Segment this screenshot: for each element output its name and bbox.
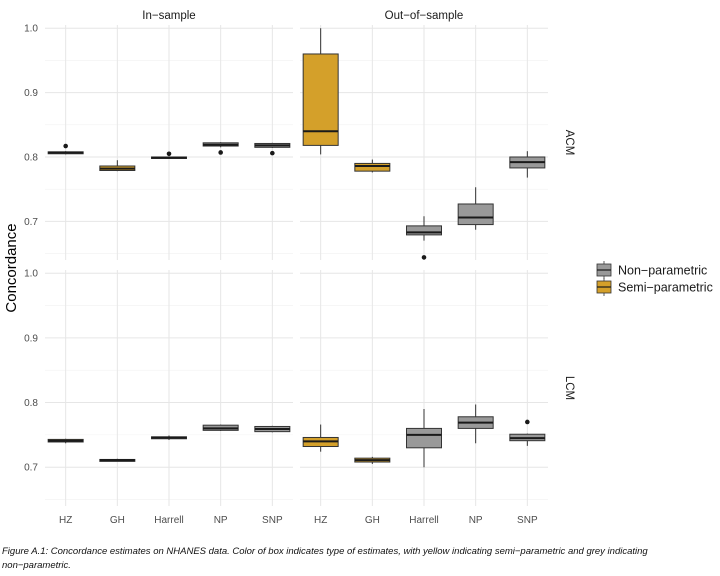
y-tick-label: 0.9 [24, 333, 38, 344]
x-tick-label: HZ [314, 515, 327, 526]
x-tick-label: GH [365, 515, 380, 526]
facet-row-title: ACM [563, 130, 575, 156]
outlier-point [218, 150, 223, 155]
facet-column-title: In−sample [142, 10, 195, 22]
x-tick-label: Harrell [409, 515, 438, 526]
outlier-point [421, 255, 427, 260]
figure-caption: Figure A.1: Concordance estimates on NHA… [2, 546, 648, 571]
y-tick-label: 0.7 [24, 463, 38, 474]
x-tick-label: SNP [517, 515, 538, 526]
y-tick-label: 0.8 [24, 398, 38, 409]
box-body [406, 427, 442, 449]
facet-row-title: LCM [563, 376, 575, 400]
y-tick-label: 1.0 [24, 269, 38, 280]
x-tick-label: HZ [59, 515, 72, 526]
x-tick-label: GH [110, 515, 125, 526]
legend-label: Semi−parametric [618, 281, 713, 295]
y-axis-label: Concordance [3, 223, 20, 312]
y-tick-label: 0.7 [24, 217, 38, 228]
y-tick-label: 1.0 [24, 24, 38, 35]
outlier-point [525, 419, 530, 425]
box-body [302, 53, 339, 146]
x-tick-label: NP [214, 515, 228, 526]
legend-label: Non−parametric [618, 264, 707, 278]
x-tick-label: SNP [262, 515, 283, 526]
y-tick-label: 0.9 [24, 88, 38, 99]
outlier-point [166, 151, 172, 157]
y-tick-label: 0.8 [24, 152, 38, 163]
box-body [406, 225, 442, 236]
x-tick-label: NP [469, 515, 483, 526]
box-body [354, 162, 391, 172]
box-body [457, 203, 494, 226]
concordance-boxplot-chart: 0.7 0.8 0.9 1.0 0.7 0.8 0.9 1.0 HZ GH Harrell NP SNP… [3, 10, 713, 526]
outlier-point [63, 143, 68, 149]
facet-column-title: Out−of−sample [385, 10, 464, 22]
outlier-point [270, 150, 275, 156]
x-tick-label: Harrell [154, 515, 183, 526]
